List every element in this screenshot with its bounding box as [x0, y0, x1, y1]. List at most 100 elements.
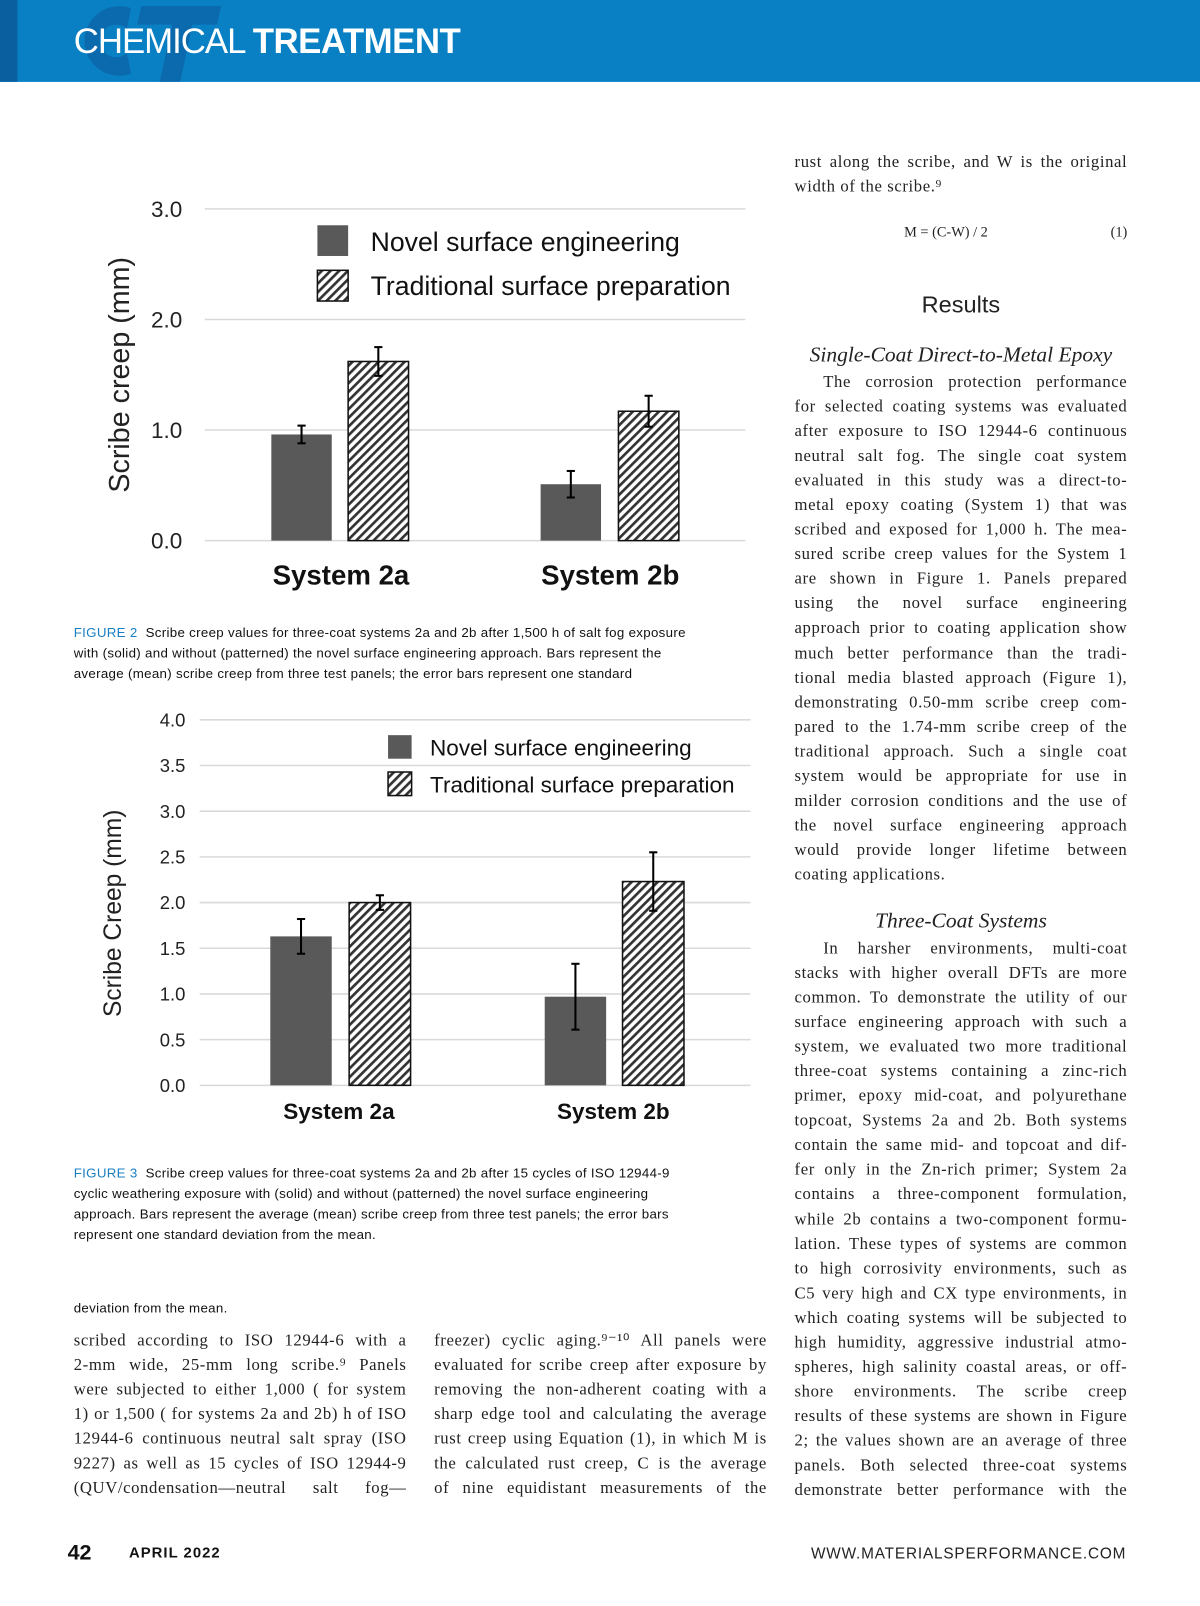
text-line: metal epoxy coating (System 1) that was [794, 494, 1128, 515]
text-line: contains a three-component formulation, [794, 1184, 1128, 1204]
text-line: system would be appropriate for use in [794, 765, 1128, 786]
legend-label: Novel surface engineering [371, 227, 680, 257]
text-line: 2-mm wide, 25-mm long scribe.⁹ Panels [73, 1354, 407, 1375]
bar-traditional-0 [348, 901, 412, 1087]
text-line: rust along the scribe, and W is the orig… [794, 151, 1128, 171]
section-logo-ct-watermark [84, 6, 222, 82]
legend-swatch [388, 735, 412, 759]
text-line: demonstrate better performance with the [794, 1479, 1128, 1500]
text-line: scribed according to ISO 12944-6 with a [73, 1330, 407, 1350]
text-line: tional media blasted approach (Figure 1)… [794, 667, 1128, 687]
logo-letter-t-shape [137, 6, 222, 82]
text-line: which coating systems will be subjected … [794, 1307, 1128, 1327]
section-header: CHEMICAL TREATMENT [0, 0, 1200, 82]
bar-novel-0 [270, 936, 332, 1086]
category-label: System 2a [283, 1099, 395, 1124]
y-tick-label: 4.0 [160, 709, 186, 730]
y-tick-label: 3.0 [160, 801, 186, 822]
text-line: would provide longer lifetime between [794, 839, 1128, 859]
y-axis-title: Scribe Creep (mm) [100, 810, 127, 1017]
caption-line: Scribe creep values for three-coat syste… [145, 1165, 670, 1181]
text-line: C5 very high and CX type environments, i… [794, 1282, 1128, 1303]
text-line: 9227) as well as 15 cycles of ISO 12944-… [73, 1453, 407, 1473]
text-line: width of the scribe.⁹ [794, 176, 942, 196]
text-line: panels. Both selected three-coat systems [794, 1454, 1128, 1475]
text-line: lation. These types of systems are commo… [794, 1233, 1128, 1253]
y-tick-label: 0.0 [160, 1075, 186, 1096]
subhead-single-coat: Single-Coat Direct-to-Metal Epoxy [809, 341, 1113, 367]
text-line: are shown in Figure 1. Panels prepared [794, 568, 1128, 589]
caption-line: with (solid) and without (patterned) the… [73, 645, 662, 661]
text-line: neutral salt fog. The single coat system [794, 445, 1128, 465]
text-line: stacks with higher overall DFTs are more [794, 962, 1128, 982]
text-line: to high corrosivity environments, such a… [794, 1257, 1128, 1278]
y-tick-label: 3.5 [160, 755, 186, 776]
text-line: for selected coating systems was evaluat… [794, 396, 1128, 416]
logo-letter-c-shape [84, 6, 132, 76]
text-line: three-coat systems containing a zinc-ric… [794, 1061, 1128, 1081]
y-tick-label: 0.5 [160, 1029, 186, 1050]
category-label: System 2b [541, 560, 679, 591]
caption-line: represent one standard deviation from th… [73, 1226, 376, 1242]
text-line: while 2b contains a two-component formu- [794, 1208, 1128, 1229]
results-heading: Results [921, 290, 1001, 318]
text-line: pared to the 1.74-mm scribe creep of the [794, 716, 1128, 736]
text-line: The corrosion protection performance [823, 371, 1128, 392]
text-line: approach prior to coating application sh… [794, 617, 1128, 638]
text-line: 2; the values shown are an average of th… [794, 1430, 1128, 1450]
text-line: freezer) cyclic aging.⁹⁻¹⁰ All panels we… [434, 1330, 767, 1350]
y-tick-label: 2.0 [160, 892, 186, 913]
header-accent-strip [0, 0, 18, 82]
text-line: results of these systems are shown in Fi… [794, 1405, 1128, 1426]
legend-swatch [387, 771, 413, 797]
legend-label: Traditional surface preparation [430, 772, 735, 797]
text-line: evaluated in this study was a direct-to- [794, 470, 1128, 490]
caption-line: cyclic weathering exposure with (solid) … [73, 1185, 649, 1202]
text-line: (QUV/condensation—neutral salt fog— [73, 1477, 407, 1498]
text-line: 12944-6 continuous neutral salt spray (I… [73, 1428, 407, 1448]
body-column-1: scribed according to ISO 12944-6 with a 2… [74, 1328, 407, 1500]
text-line: sured scribe creep values for the System… [794, 544, 1128, 564]
y-tick-label: 2.5 [160, 847, 186, 868]
text-line: were subjected to either 1,000 ( for sys… [73, 1379, 407, 1399]
text-line: fer only in the Zn-rich primer; System 2… [794, 1159, 1128, 1179]
equation-number: (1) [1110, 225, 1128, 241]
caption-line: Scribe creep values for three-coat syste… [145, 624, 686, 640]
text-line: rust creep using Equation (1), in which … [434, 1428, 767, 1448]
figure-2-chart: 0.0 1.0 2.0 3.0 Scribe creep (mm) System 2a Sy… [104, 197, 746, 591]
caption-line: average (mean) scribe creep from three t… [73, 665, 633, 681]
text-line: system, we evaluated two more traditiona… [794, 1036, 1128, 1056]
body-column-3-intro: rust along the scribe, and W is the orig… [795, 149, 1128, 198]
caption-line: approach. Bars represent the average (me… [73, 1206, 669, 1222]
subhead-three-coat: Three-Coat Systems [875, 908, 1047, 933]
legend-label: Novel surface engineering [430, 736, 692, 761]
figure-3-chart: 0.0 0.5 1.0 1.5 2.0 2.5 3.0 3.5 4.0 Scribe Creep … [100, 709, 751, 1124]
legend-label: Traditional surface preparation [371, 271, 731, 301]
text-line: surface engineering approach with such a [794, 1011, 1128, 1032]
text-line: of nine equidistant measurements of the [434, 1477, 767, 1498]
text-line: primer, epoxy mid-coat, and polyurethane [794, 1085, 1128, 1106]
figure-3-label: FIGURE 3 [73, 1165, 138, 1181]
text-line: evaluated for scribe creep after exposur… [434, 1354, 767, 1375]
y-tick-label: 2.0 [151, 308, 182, 333]
text-line: In harsher environments, multi-coat [823, 937, 1128, 958]
text-line: sharp edge tool and calculating the aver… [434, 1403, 767, 1424]
text-line: the novel surface engineering approach [794, 814, 1128, 835]
bar-traditional-0 [347, 360, 410, 542]
section-title: CHEMICAL TREATMENT [74, 23, 461, 63]
legend-swatch [317, 225, 349, 256]
y-axis-title: Scribe creep (mm) [104, 257, 136, 493]
website-link[interactable]: WWW.MATERIALSPERFORMANCE.COM [810, 1545, 1127, 1563]
text-line: shore environments. The scribe creep [794, 1381, 1128, 1401]
section-title-bold: TREATMENT [252, 22, 461, 62]
text-line: spheres, high salinity coastal areas, or… [794, 1356, 1128, 1376]
y-tick-label: 1.5 [160, 938, 186, 959]
bar-novel-0 [271, 434, 332, 541]
figure-2-caption-continued: deviation from the mean. [73, 1300, 228, 1316]
category-label: System 2b [557, 1099, 670, 1124]
paragraph-three-coat: In harsher environments, multi-coat stack… [795, 936, 1128, 1502]
body-column-2: freezer) cyclic aging.⁹⁻¹⁰ All panels we… [434, 1328, 767, 1500]
text-line: scribed and exposed for 1,000 h. The mea… [794, 519, 1128, 539]
page-number: 42 [67, 1540, 92, 1565]
paragraph-single-coat: The corrosion protection performance for … [795, 370, 1128, 887]
